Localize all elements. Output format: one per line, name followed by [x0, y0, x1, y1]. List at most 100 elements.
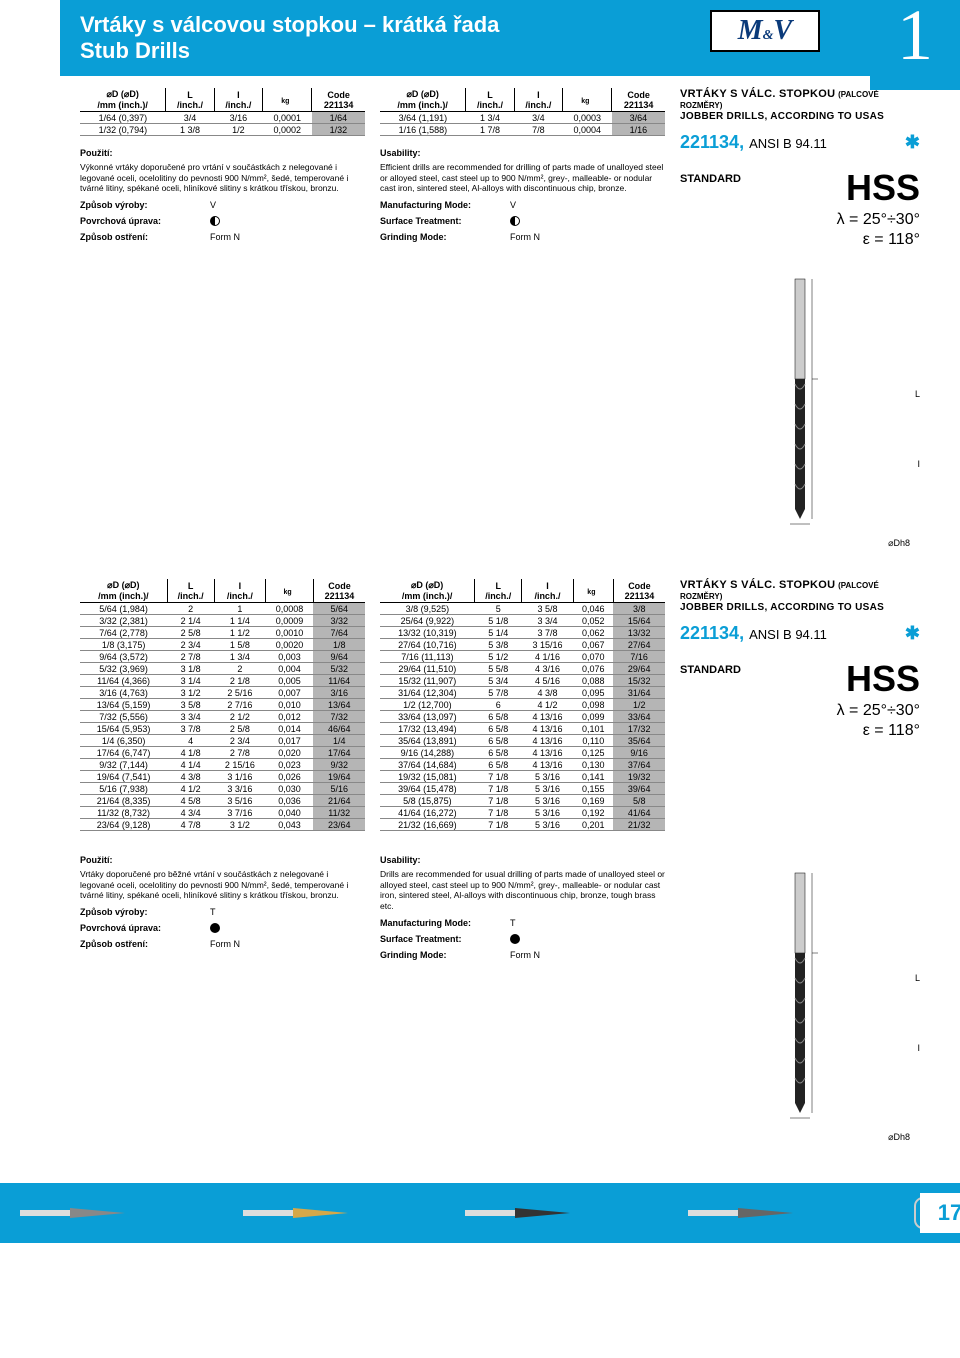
table-row: 31/64 (12,304)5 7/84 3/80,09531/64	[380, 687, 665, 699]
table-row: 33/64 (13,097)6 5/84 13/160,09933/64	[380, 711, 665, 723]
table-row: 23/64 (9,128)4 7/83 1/20,04323/64	[80, 819, 365, 831]
table-row: 15/64 (5,953)3 7/82 5/80,01446/64	[80, 723, 365, 735]
mfg2-val: T	[210, 907, 216, 917]
table-row: 1/2 (12,700)64 1/20,0981/2	[380, 699, 665, 711]
r2-standard: STANDARD	[680, 664, 741, 740]
table-row: 25/64 (9,922)5 1/83 3/40,05215/64	[380, 615, 665, 627]
r-title-en: JOBBER DRILLS, ACCORDING TO USAS	[680, 111, 920, 122]
grind2-en-label: Grinding Mode:	[380, 950, 510, 960]
table-row: 1/8 (3,175)2 3/41 5/80,00201/8	[80, 639, 365, 651]
table-row: 17/64 (6,747)4 1/82 7/80,02017/64	[80, 747, 365, 759]
r-lambda: λ = 25°÷30°	[751, 211, 920, 229]
table-row: 5/8 (15,875)7 1/85 3/160,1695/8	[380, 795, 665, 807]
dim-L: L	[915, 389, 920, 399]
table-row: 1/32 (0,794)1 3/81/20,00021/32	[80, 124, 365, 136]
surf2-en-label: Surface Treatment:	[380, 934, 510, 944]
usage2-en-title: Usability:	[380, 855, 665, 865]
usage-cz-title: Použití:	[80, 148, 365, 158]
usage-en: Efficient drills are recommended for dri…	[380, 162, 665, 194]
circle-icon	[210, 923, 220, 933]
table-row: 1/16 (1,588)1 7/87/80,00041/16	[380, 124, 665, 136]
spec-table-4: ⌀D (⌀D)/mm (inch.)/L/inch./I/inch./Code2…	[380, 579, 665, 831]
drill-icon-2	[243, 1206, 353, 1220]
dim2-L: L	[915, 973, 920, 983]
star-icon: ✱	[905, 132, 920, 153]
mfg2-val-en: T	[510, 918, 516, 928]
table-row: 7/16 (11,113)5 1/24 1/160,0707/16	[380, 651, 665, 663]
table-row: 11/32 (8,732)4 3/43 7/160,04011/32	[80, 807, 365, 819]
title-en: Stub Drills	[80, 38, 499, 64]
grind-cz-label: Způsob ostření:	[80, 232, 210, 242]
table-row: 17/32 (13,494)6 5/84 13/160,10117/32	[380, 723, 665, 735]
dim2-dh8: ⌀Dh8	[888, 1132, 910, 1143]
drill-icon-1	[20, 1206, 130, 1220]
table-row: 5/16 (7,938)4 1/23 3/160,0305/16	[80, 783, 365, 795]
spec-table-2: ⌀D (⌀D)/mm (inch.)/L/inch./I/inch./Code2…	[380, 88, 665, 136]
star-icon: ✱	[905, 623, 920, 644]
grind2-val: Form N	[210, 939, 240, 949]
table-row: 1/64 (0,397)3/43/160,00011/64	[80, 112, 365, 124]
circle-icon	[510, 934, 520, 944]
mfg-val-en: V	[510, 200, 516, 210]
r2-eps: ε = 118°	[751, 722, 920, 740]
table-row: 29/64 (11,510)5 5/84 3/160,07629/64	[380, 663, 665, 675]
usage2-cz: Vrtáky doporučené pro běžné vrtání v sou…	[80, 869, 365, 901]
table-row: 13/32 (10,319)5 1/43 7/80,06213/32	[380, 627, 665, 639]
table-row: 39/64 (15,478)7 1/85 3/160,15539/64	[380, 783, 665, 795]
title-cz: Vrtáky s válcovou stopkou – krátká řada	[80, 12, 499, 38]
r2-ansi: ANSI B 94.11	[749, 627, 827, 642]
table-row: 7/64 (2,778)2 5/81 1/20,00107/64	[80, 627, 365, 639]
r2-code: 221134,	[680, 623, 744, 643]
chapter-number: 1	[870, 0, 960, 90]
usage2-cz-title: Použití:	[80, 855, 365, 865]
table-row: 19/64 (7,541)4 3/83 1/160,02619/64	[80, 771, 365, 783]
usage2-en: Drills are recommended for usual drillin…	[380, 869, 665, 912]
table-row: 7/32 (5,556)3 3/42 1/20,0127/32	[80, 711, 365, 723]
table-row: 15/32 (11,907)5 3/44 5/160,08815/32	[380, 675, 665, 687]
table-row: 35/64 (13,891)6 5/84 13/160,11035/64	[380, 735, 665, 747]
table-row: 41/64 (16,272)7 1/85 3/160,19241/64	[380, 807, 665, 819]
header-bar: Vrtáky s válcovou stopkou – krátká řada …	[60, 0, 960, 76]
grind-val-en: Form N	[510, 232, 540, 242]
dim-dh8: ⌀Dh8	[888, 538, 910, 549]
mfg-val: V	[210, 200, 216, 210]
table-row: 19/32 (15,081)7 1/85 3/160,14119/32	[380, 771, 665, 783]
dim-I: I	[917, 459, 920, 469]
grind-en-label: Grinding Mode:	[380, 232, 510, 242]
grind-val: Form N	[210, 232, 240, 242]
surf-en-label: Surface Treatment:	[380, 216, 510, 226]
table-row: 9/32 (7,144)4 1/42 15/160,0239/32	[80, 759, 365, 771]
r-title-cz: VRTÁKY S VÁLC. STOPKOU	[680, 88, 835, 100]
drill-diagram-2: L I ⌀Dh8	[680, 863, 920, 1143]
usage-cz: Výkonné vrtáky doporučené pro vrtání v s…	[80, 162, 365, 194]
r-hss: HSS	[751, 167, 920, 209]
spec-table-1: ⌀D (⌀D)/mm (inch.)/L/inch./I/inch./Code2…	[80, 88, 365, 136]
table-row: 3/64 (1,191)1 3/43/40,00033/64	[380, 112, 665, 124]
r-eps: ε = 118°	[751, 231, 920, 249]
table-row: 9/64 (3,572)2 7/81 3/40,0039/64	[80, 651, 365, 663]
r2-lambda: λ = 25°÷30°	[751, 702, 920, 720]
spec-table-3: ⌀D (⌀D)/mm (inch.)/L/inch./I/inch./Code2…	[80, 579, 365, 831]
surf-cz-label: Povrchová úprava:	[80, 216, 210, 226]
mfg-cz-label: Způsob výroby:	[80, 200, 210, 210]
table-row: 21/32 (16,669)7 1/85 3/160,20121/32	[380, 819, 665, 831]
r-ansi: ANSI B 94.11	[749, 136, 827, 151]
table-row: 3/16 (4,763)3 1/22 5/160,0073/16	[80, 687, 365, 699]
brand-logo: M&V	[710, 10, 820, 52]
r2-title-en: JOBBER DRILLS, ACCORDING TO USAS	[680, 602, 920, 613]
mfg2-cz-label: Způsob výroby:	[80, 907, 210, 917]
table-row: 13/64 (5,159)3 5/82 7/160,01013/64	[80, 699, 365, 711]
r2-hss: HSS	[751, 658, 920, 700]
drill-diagram: L I ⌀Dh8	[680, 269, 920, 549]
half-circle-icon	[510, 216, 520, 226]
table-row: 21/64 (8,335)4 5/83 5/160,03621/64	[80, 795, 365, 807]
grind2-val-en: Form N	[510, 950, 540, 960]
table-row: 37/64 (14,684)6 5/84 13/160,13037/64	[380, 759, 665, 771]
r-code: 221134,	[680, 132, 744, 152]
table-row: 1/4 (6,350)42 3/40,0171/4	[80, 735, 365, 747]
table-row: 3/8 (9,525)53 5/80,0463/8	[380, 603, 665, 615]
dim2-I: I	[917, 1043, 920, 1053]
r-standard: STANDARD	[680, 173, 741, 249]
mfg2-en-label: Manufacturing Mode:	[380, 918, 510, 928]
table-row: 3/32 (2,381)2 1/41 1/40,00093/32	[80, 615, 365, 627]
